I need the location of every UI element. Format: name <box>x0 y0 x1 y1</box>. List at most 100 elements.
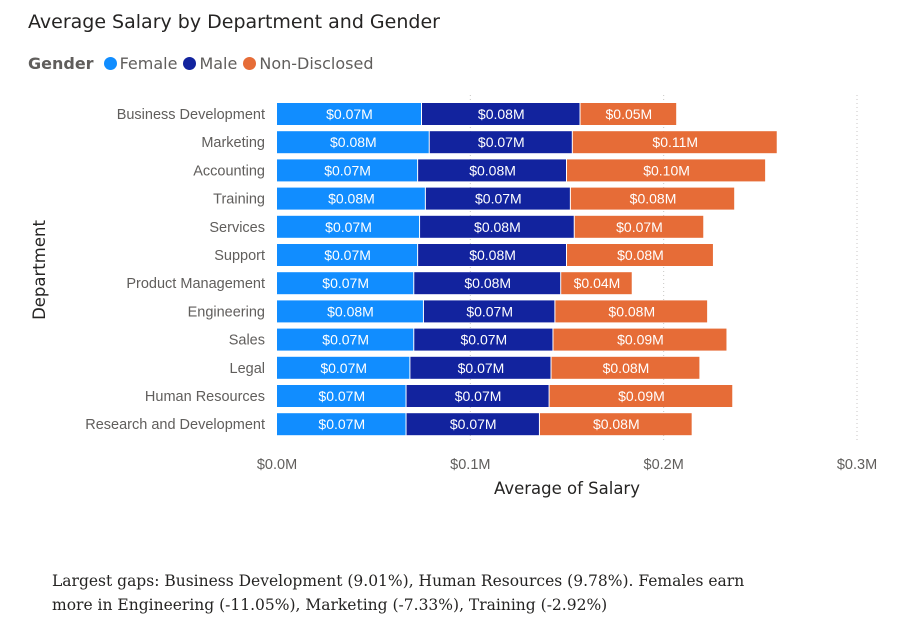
data-label: $0.07M <box>458 360 505 376</box>
data-label: $0.07M <box>326 106 373 122</box>
bar-female-marketing[interactable] <box>277 131 429 154</box>
data-label: $0.07M <box>616 219 663 235</box>
data-label: $0.08M <box>474 219 521 235</box>
data-label: $0.08M <box>603 360 650 376</box>
bar-male-research-and-development[interactable] <box>406 413 539 436</box>
data-label: $0.07M <box>322 275 369 291</box>
data-label: $0.08M <box>464 275 511 291</box>
data-label: $0.08M <box>328 191 375 207</box>
bar-non-disclosed-engineering[interactable] <box>555 300 708 323</box>
data-label: $0.07M <box>475 191 522 207</box>
category-label: Product Management <box>126 276 265 292</box>
bar-non-disclosed-product-management[interactable] <box>561 272 632 295</box>
bar-male-sales[interactable] <box>414 328 553 351</box>
data-label: $0.07M <box>324 162 371 178</box>
bar-male-training[interactable] <box>425 187 570 210</box>
data-label: $0.09M <box>618 388 665 404</box>
data-label: $0.08M <box>327 303 374 319</box>
bar-male-engineering[interactable] <box>423 300 555 323</box>
y-axis-title: Department <box>30 220 49 320</box>
bar-male-marketing[interactable] <box>429 131 572 154</box>
bar-female-services[interactable] <box>277 215 420 238</box>
x-tick-label: $0.2M <box>644 457 684 473</box>
legend-swatch-non-disclosed <box>243 57 257 70</box>
bar-female-product-management[interactable] <box>277 272 414 295</box>
bar-female-human-resources[interactable] <box>277 385 406 407</box>
legend-swatch-female <box>103 57 117 70</box>
data-label: $0.07M <box>450 416 497 432</box>
bar-non-disclosed-marketing[interactable] <box>572 131 777 154</box>
bar-male-support[interactable] <box>418 244 566 266</box>
legend-swatch-male <box>183 57 197 70</box>
data-label: $0.05M <box>606 106 653 122</box>
x-tick-label: $0.3M <box>837 457 877 473</box>
bar-female-sales[interactable] <box>277 328 414 351</box>
data-label: $0.04M <box>574 275 621 291</box>
data-label: $0.07M <box>455 388 502 404</box>
data-label: $0.08M <box>617 247 664 263</box>
category-label: Research and Development <box>85 417 265 433</box>
category-label: Business Development <box>117 107 265 123</box>
data-label: $0.07M <box>320 360 367 376</box>
data-label: $0.07M <box>318 416 365 432</box>
legend-label-male: Male <box>199 54 238 73</box>
bar-female-training[interactable] <box>277 187 425 210</box>
category-label: Accounting <box>193 163 265 179</box>
bar-non-disclosed-training[interactable] <box>570 187 735 210</box>
data-label: $0.08M <box>593 416 640 432</box>
data-label: $0.08M <box>469 162 516 178</box>
chart-title: Average Salary by Department and Gender <box>28 11 440 33</box>
data-label: $0.09M <box>617 332 664 348</box>
data-label: $0.07M <box>318 388 365 404</box>
data-label: $0.07M <box>466 303 513 319</box>
data-label: $0.07M <box>324 247 371 263</box>
legend-label-non-disclosed: Non-Disclosed <box>259 54 374 73</box>
bar-female-accounting[interactable] <box>277 159 418 182</box>
bar-female-research-and-development[interactable] <box>277 413 406 436</box>
category-label: Human Resources <box>145 389 265 405</box>
bar-non-disclosed-business-development[interactable] <box>580 103 677 125</box>
legend-title: Gender <box>28 54 94 73</box>
bar-female-support[interactable] <box>277 244 418 266</box>
bar-male-legal[interactable] <box>410 356 551 379</box>
bar-male-accounting[interactable] <box>418 159 566 182</box>
data-label: $0.11M <box>652 134 698 150</box>
bar-female-engineering[interactable] <box>277 300 423 323</box>
bar-non-disclosed-services[interactable] <box>574 215 704 238</box>
insight-note: Largest gaps: Business Development (9.01… <box>52 572 745 614</box>
bar-non-disclosed-human-resources[interactable] <box>549 385 733 407</box>
legend-item-female[interactable]: Female <box>103 54 178 73</box>
x-axis-title: Average of Salary <box>494 479 640 498</box>
category-label: Engineering <box>188 304 265 320</box>
bar-male-services[interactable] <box>420 215 574 238</box>
bar-non-disclosed-sales[interactable] <box>553 328 727 351</box>
data-label: $0.10M <box>643 162 690 178</box>
x-tick-label: $0.1M <box>450 457 490 473</box>
bar-male-human-resources[interactable] <box>406 385 549 407</box>
bar-non-disclosed-legal[interactable] <box>551 356 700 379</box>
data-label: $0.07M <box>325 219 372 235</box>
bar-male-product-management[interactable] <box>414 272 561 295</box>
category-label: Marketing <box>201 135 265 151</box>
data-label: $0.08M <box>330 134 377 150</box>
data-label: $0.08M <box>478 106 525 122</box>
data-label: $0.08M <box>469 247 516 263</box>
chart-plot: Business Development $0.07M $0.08M $0.05M Ma… <box>30 95 877 498</box>
bar-non-disclosed-accounting[interactable] <box>567 159 766 182</box>
bar-non-disclosed-research-and-development[interactable] <box>539 413 692 436</box>
bar-female-legal[interactable] <box>277 356 410 379</box>
data-label: $0.07M <box>461 332 508 348</box>
bar-female-business-development[interactable] <box>277 103 421 125</box>
category-label: Legal <box>230 361 265 377</box>
legend-label-female: Female <box>119 54 178 73</box>
category-label: Sales <box>229 333 265 349</box>
legend: Gender Female Male Non-Disclosed <box>28 54 379 73</box>
data-label: $0.07M <box>322 332 369 348</box>
x-tick-label: $0.0M <box>257 457 297 473</box>
bar-non-disclosed-support[interactable] <box>567 244 713 266</box>
legend-item-male[interactable]: Male <box>183 54 237 73</box>
data-label: $0.07M <box>478 134 525 150</box>
legend-item-non-disclosed[interactable]: Non-Disclosed <box>243 54 373 73</box>
bar-male-business-development[interactable] <box>422 103 580 125</box>
data-label: $0.08M <box>608 303 655 319</box>
